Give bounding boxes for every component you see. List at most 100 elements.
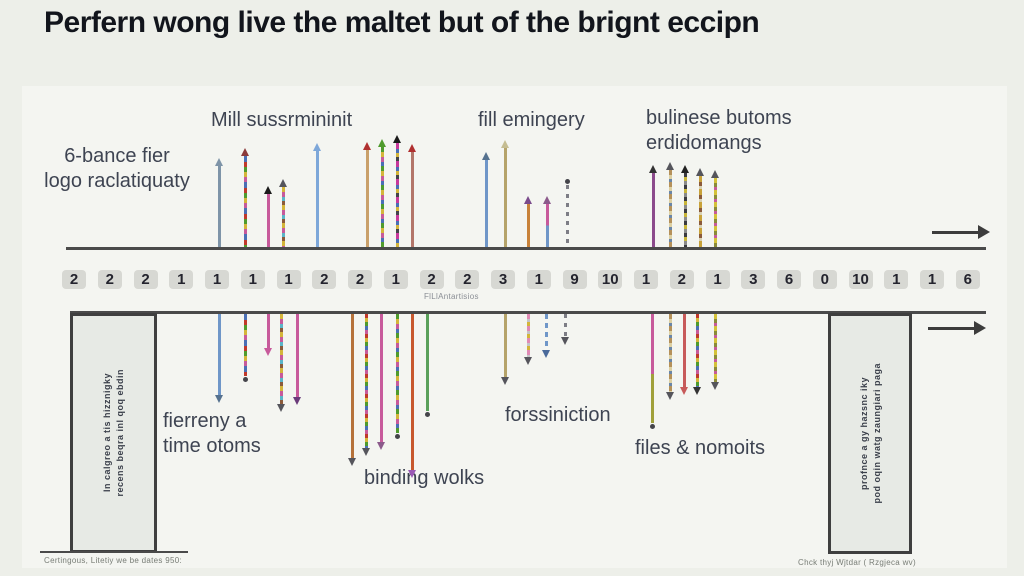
arrow-shaft bbox=[695, 314, 699, 387]
number-chip: 2 bbox=[455, 270, 480, 289]
arrow-shaft bbox=[526, 314, 530, 357]
arrow-shaft bbox=[315, 151, 319, 247]
label-fierreny-line1: fierreny a bbox=[163, 410, 247, 432]
arrowhead-icon bbox=[681, 165, 689, 173]
number-chip: 1 bbox=[276, 270, 301, 289]
arrow-shaft bbox=[503, 148, 507, 247]
up-arrow bbox=[481, 152, 491, 247]
number-chip: 2 bbox=[348, 270, 372, 289]
down-arrow bbox=[679, 314, 689, 395]
arrow-shaft bbox=[484, 160, 488, 247]
left-box-vtext-line1: In calgreo a tis hizznigky bbox=[102, 373, 112, 493]
number-chip: 9 bbox=[562, 270, 587, 289]
arrow-shaft bbox=[350, 314, 354, 458]
arrow-shaft bbox=[713, 178, 717, 247]
label-bulinese-line1: bulinese butoms bbox=[646, 107, 792, 129]
arrowhead-icon bbox=[649, 165, 657, 173]
number-chip: 1 bbox=[169, 270, 194, 289]
up-arrow bbox=[542, 196, 552, 247]
label-top-left-line1: 6-bance fier bbox=[64, 145, 170, 167]
arrow-shaft bbox=[503, 314, 507, 377]
down-arrow bbox=[407, 314, 417, 478]
up-arrow bbox=[392, 135, 402, 247]
up-arrow bbox=[214, 158, 224, 247]
arrow-shaft bbox=[563, 314, 567, 337]
number-chip: 1 bbox=[205, 270, 229, 289]
arrowhead-icon bbox=[279, 179, 287, 187]
right-arrow-bottom bbox=[928, 321, 986, 335]
arrowhead-icon bbox=[501, 140, 509, 148]
down-arrow bbox=[361, 314, 371, 456]
up-arrow bbox=[523, 196, 533, 247]
bottom-timeline-line bbox=[70, 311, 986, 314]
number-chip: 3 bbox=[491, 270, 515, 289]
arrowhead-icon bbox=[524, 357, 532, 365]
arrowhead-icon bbox=[524, 196, 532, 204]
arrowhead-icon bbox=[393, 135, 401, 143]
arrowhead-icon bbox=[666, 392, 674, 400]
arrowhead-icon bbox=[313, 143, 321, 151]
arrow-end-dot bbox=[649, 424, 655, 429]
arrow-shaft bbox=[243, 156, 247, 247]
right-arrow-bottom-head-icon bbox=[974, 321, 986, 335]
number-chip: 2 bbox=[133, 270, 158, 289]
down-arrow bbox=[376, 314, 386, 450]
number-chip: 2 bbox=[62, 270, 86, 289]
right-vertical-box: profnce a gy hazsnc iky pod oqin watg za… bbox=[828, 313, 912, 554]
arrowhead-icon bbox=[215, 158, 223, 166]
right-box-vtext-line2: pod oqin watg zaungiari paga bbox=[871, 363, 882, 504]
arrowhead-icon bbox=[711, 382, 719, 390]
arrow-shaft bbox=[380, 147, 384, 247]
up-arrow bbox=[362, 142, 372, 247]
number-chip: 2 bbox=[419, 270, 444, 289]
arrowhead-icon bbox=[482, 152, 490, 160]
right-arrow-top-shaft bbox=[932, 230, 978, 234]
arrow-shaft bbox=[364, 314, 368, 448]
top-timeline-line bbox=[66, 247, 986, 250]
arrowhead-icon bbox=[215, 395, 223, 403]
arrowhead-icon bbox=[293, 397, 301, 405]
down-arrow bbox=[560, 314, 570, 345]
number-chip: 6 bbox=[777, 270, 801, 289]
down-arrow bbox=[214, 314, 224, 403]
number-chip: 2 bbox=[97, 270, 122, 289]
up-arrow bbox=[263, 186, 273, 247]
up-arrow bbox=[312, 143, 322, 247]
arrow-shaft bbox=[365, 150, 369, 247]
arrow-shaft bbox=[698, 176, 702, 247]
down-arrow bbox=[710, 314, 720, 390]
arrow-shaft bbox=[713, 314, 717, 382]
up-arrow bbox=[500, 140, 510, 247]
number-chip: 0 bbox=[812, 270, 837, 289]
down-arrow bbox=[263, 314, 273, 356]
up-arrow bbox=[278, 179, 288, 247]
arrowhead-icon bbox=[696, 168, 704, 176]
number-chip: 1 bbox=[526, 270, 551, 289]
arrowhead-icon bbox=[711, 170, 719, 178]
arrow-end-dot bbox=[564, 179, 570, 184]
right-arrow-top-head-icon bbox=[978, 225, 990, 239]
right-box-vtext-line1: profnce a gy hazsnc iky bbox=[858, 376, 869, 491]
arrowhead-icon bbox=[408, 144, 416, 152]
arrowhead-icon bbox=[693, 387, 701, 395]
arrow-shaft bbox=[295, 314, 299, 397]
arrow-shaft bbox=[395, 314, 399, 433]
arrow-shaft bbox=[217, 314, 221, 395]
arrow-shaft bbox=[544, 314, 548, 350]
left-box-caption: Certingous, Litetiy we be dates 950: bbox=[44, 556, 182, 565]
arrowhead-icon bbox=[561, 337, 569, 345]
arrowhead-icon bbox=[264, 348, 272, 356]
arrow-shaft bbox=[266, 194, 270, 247]
number-chip: 10 bbox=[598, 270, 623, 289]
arrow-shaft bbox=[425, 314, 429, 411]
arrow-shaft bbox=[281, 187, 285, 247]
arrow-shaft bbox=[526, 204, 530, 247]
label-fierreny: fierreny a time otoms bbox=[163, 409, 261, 459]
arrow-shaft bbox=[545, 204, 549, 247]
arrow-shaft bbox=[565, 185, 569, 247]
label-fill: fill emingery bbox=[478, 109, 585, 131]
down-arrow bbox=[422, 314, 432, 418]
arrowhead-icon bbox=[363, 142, 371, 150]
number-chip: 3 bbox=[741, 270, 766, 289]
arrow-shaft bbox=[683, 173, 687, 247]
